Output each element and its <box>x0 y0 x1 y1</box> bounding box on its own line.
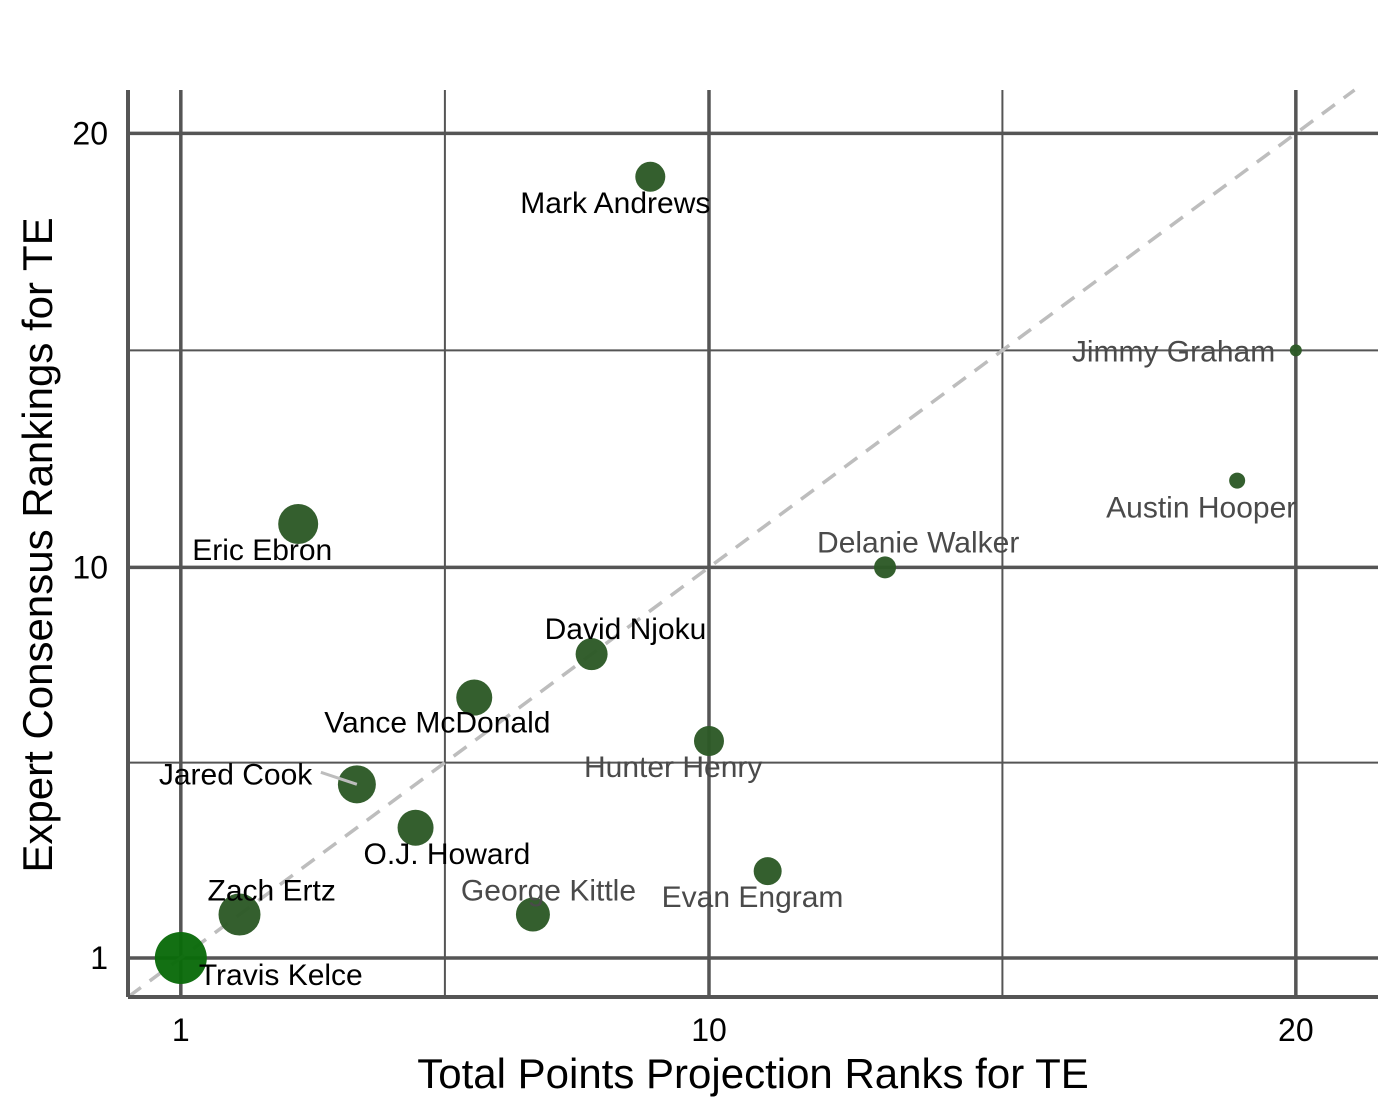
x-tick-label: 1 <box>172 1012 190 1048</box>
point-label: Jimmy Graham <box>1072 335 1275 368</box>
point-label: David Njoku <box>545 613 707 646</box>
x-axis-title: Total Points Projection Ranks for TE <box>417 1050 1089 1097</box>
point-label: Travis Kelce <box>199 959 363 992</box>
data-point <box>515 897 550 932</box>
axes: 1 10 20 1 10 20 <box>72 90 1378 1048</box>
data-point <box>456 679 493 716</box>
data-point <box>397 809 434 846</box>
y-tick-label: 10 <box>72 549 108 585</box>
y-axis-title: Expert Consensus Rankings for TE <box>14 217 61 872</box>
point-label: Zach Ertz <box>208 875 336 908</box>
data-point <box>874 556 897 579</box>
data-point <box>1229 472 1246 489</box>
data-point <box>154 931 207 984</box>
data-point <box>635 161 666 192</box>
point-label: O.J. Howard <box>364 838 531 871</box>
data-points <box>154 161 1302 984</box>
point-label: Delanie Walker <box>817 526 1019 559</box>
data-point <box>218 893 261 936</box>
point-label: Eric Ebron <box>192 534 332 567</box>
label-leader-line <box>320 770 358 786</box>
point-label: Vance McDonald <box>324 707 550 740</box>
data-point <box>753 857 782 886</box>
y-tick-label: 1 <box>90 940 108 976</box>
data-point <box>278 503 319 544</box>
reference-line <box>126 88 1356 999</box>
point-label: Evan Engram <box>662 881 844 914</box>
x-tick-label: 10 <box>691 1012 727 1048</box>
point-label: George Kittle <box>461 875 636 908</box>
point-label: Jared Cook <box>159 758 313 791</box>
point-label: Hunter Henry <box>584 751 762 784</box>
y-tick-label: 20 <box>72 115 108 151</box>
data-point <box>693 725 724 756</box>
x-tick-label: 20 <box>1278 1012 1314 1048</box>
point-label: Mark Andrews <box>520 187 710 220</box>
reference-line-y-equals-x <box>126 88 1356 999</box>
point-label: Austin Hooper <box>1106 492 1296 525</box>
point-labels: Travis Kelce Zach Ertz Eric Ebron Jared Coo… <box>159 187 1296 992</box>
grid <box>128 90 1378 997</box>
data-point <box>575 638 608 671</box>
data-point <box>1289 344 1302 357</box>
